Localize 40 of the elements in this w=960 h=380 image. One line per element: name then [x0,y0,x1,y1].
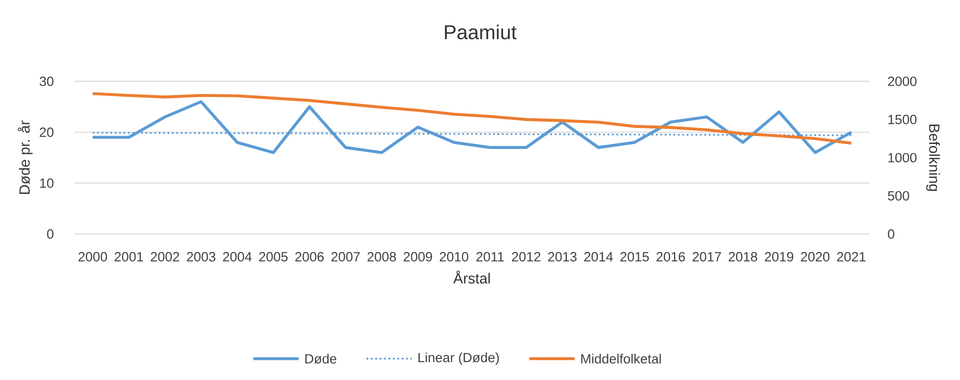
y-tick-label: 10 [40,178,54,188]
x-axis-title: Årstal [453,270,490,284]
x-tick-label: 2018 [728,252,758,262]
legend-label: Døde [305,354,336,364]
y2-tick-label: 1000 [888,152,917,162]
x-tick-label: 2004 [223,252,252,262]
y-tick-label: 30 [40,76,54,86]
x-tick-label: 2015 [620,252,649,262]
x-tick-label: 2002 [150,252,180,262]
x-tick-label: 2007 [331,252,360,262]
x-tick-label: 2020 [800,252,830,262]
y-axis-title: Døde pr. år [18,120,33,194]
x-tick-label: 2014 [584,252,613,262]
y2-tick-label: 1500 [888,114,917,124]
x-tick-label: 2013 [548,252,577,262]
legend-label: Middelfolketal [581,354,661,364]
x-tick-label: 2005 [259,252,288,262]
y2-tick-label: 0 [888,229,894,239]
x-tick-label: 2006 [295,252,324,262]
line-series [91,100,853,154]
y-tick-label: 20 [40,128,54,137]
x-tick-label: 2000 [78,252,108,262]
x-tick-label: 2003 [186,252,216,262]
x-tick-label: 2008 [368,252,396,262]
chart-title: Paamiut [444,24,517,40]
y2-tick-label: 2000 [888,76,917,86]
x-tick-label: 2019 [764,252,794,262]
legend-label: Linear (Døde) [418,352,499,365]
x-tick-label: 2021 [837,252,866,262]
x-tick-label: 2001 [114,252,144,262]
y-tick-label: 0 [47,229,54,239]
x-tick-label: 2009 [404,252,432,262]
line-series [91,92,853,145]
x-tick-label: 2017 [692,252,721,262]
x-tick-label: 2012 [512,252,540,262]
x-tick-label: 2010 [440,252,468,262]
x-tick-label: 2016 [656,252,685,262]
y2-tick-label: 500 [888,191,910,201]
x-tick-label: 2011 [476,252,504,262]
y2-axis-title: Befolkning [926,124,940,191]
